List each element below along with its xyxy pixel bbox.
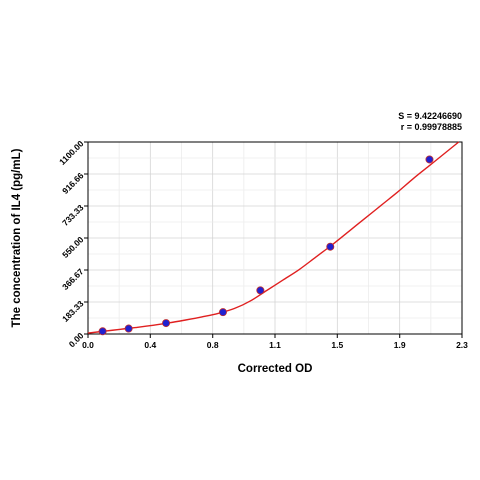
x-tick-label: 0.0 <box>82 340 94 350</box>
y-tick-label: 1100.00 <box>57 138 86 167</box>
x-tick-label: 0.8 <box>207 340 219 350</box>
x-tick-label: 1.5 <box>331 340 343 350</box>
data-point <box>256 286 265 295</box>
x-tick-label: 1.9 <box>394 340 406 350</box>
x-axis: 0.0 0.4 0.8 1.1 1.5 1.9 2.3 <box>82 334 468 350</box>
y-axis: 0.00183.33366.67550.00733.33916.661100.0… <box>57 138 88 349</box>
data-points <box>98 155 434 336</box>
x-tick-label: 2.3 <box>456 340 468 350</box>
y-tick-label: 183.33 <box>60 298 86 324</box>
data-point <box>162 319 171 328</box>
data-point <box>218 308 227 317</box>
data-point <box>124 324 133 333</box>
s-statistic: S = 9.42246690 <box>398 111 462 121</box>
y-tick-label: 916.66 <box>60 170 86 196</box>
y-tick-label: 366.67 <box>60 266 86 292</box>
y-axis-title: The concentration of IL4 (pg/mL) <box>11 148 23 327</box>
y-tick-label: 733.33 <box>60 202 86 228</box>
data-point <box>326 242 335 251</box>
x-axis-title: Corrected OD <box>238 363 313 375</box>
y-tick-label: 550.00 <box>60 234 86 260</box>
grid <box>88 142 462 334</box>
data-point <box>98 327 107 336</box>
r-statistic: r = 0.99978885 <box>400 122 462 132</box>
data-point <box>425 155 434 164</box>
fit-curve <box>87 141 460 334</box>
x-tick-label: 1.1 <box>269 340 281 350</box>
x-tick-label: 0.4 <box>144 340 156 350</box>
